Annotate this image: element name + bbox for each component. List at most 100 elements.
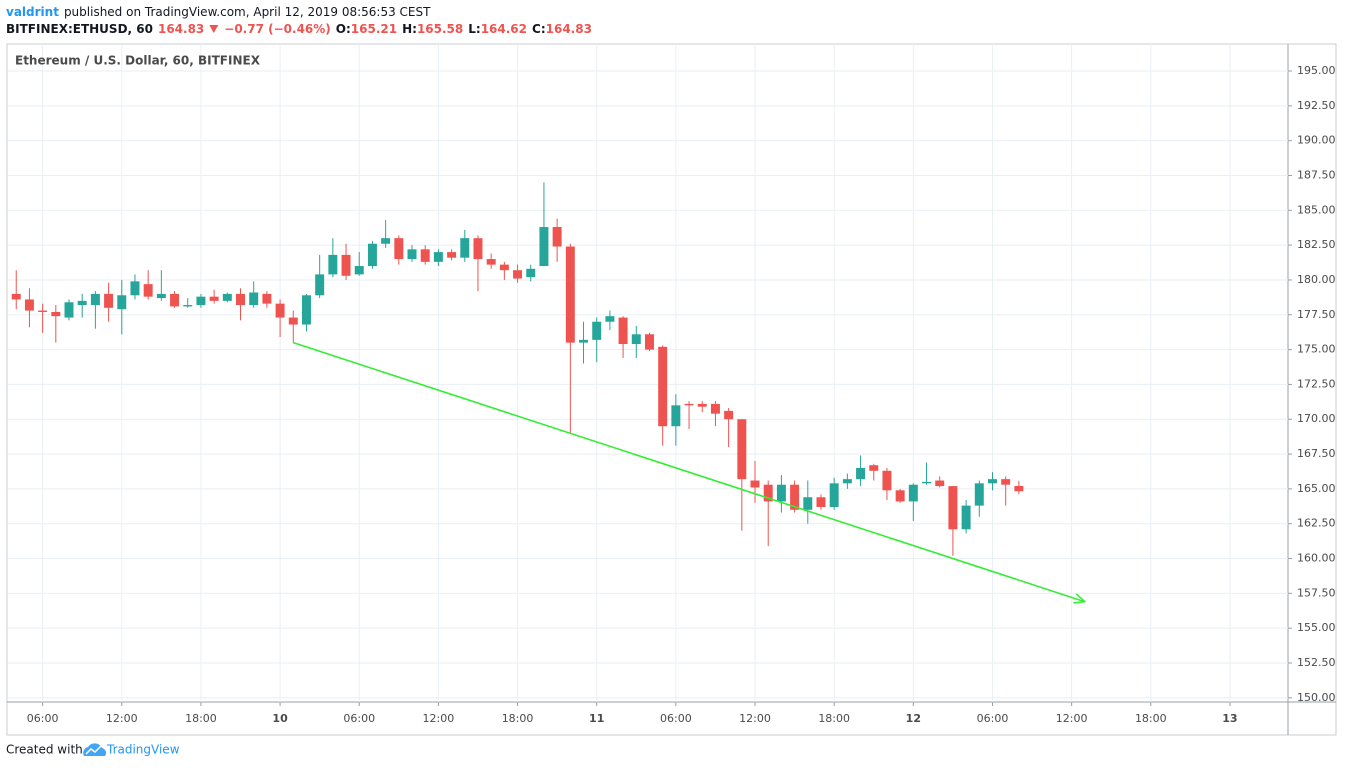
- x-tick-label: 12:00: [106, 712, 138, 725]
- ohlc-label: C:: [532, 22, 546, 36]
- candle-body: [341, 254, 351, 276]
- logo-line: [85, 745, 102, 755]
- publish-line: valdrint published on TradingView.com, Ap…: [6, 5, 431, 19]
- candle-body: [433, 252, 443, 262]
- ohlc-label: L:: [468, 22, 480, 36]
- ohlc-value: 164.83: [546, 22, 592, 36]
- y-tick-label: 157.50: [1297, 586, 1336, 599]
- tradingview-logo[interactable]: [83, 743, 107, 756]
- candle-body: [644, 334, 654, 350]
- x-tick-label: 18:00: [818, 712, 850, 725]
- candle-body: [130, 281, 140, 296]
- candle-body: [104, 293, 114, 308]
- candle-body: [170, 293, 180, 307]
- candle-body: [829, 483, 839, 507]
- footer-brand[interactable]: TradingView: [106, 743, 180, 757]
- candle-body: [77, 300, 87, 306]
- candle-body: [526, 268, 536, 278]
- candle-body: [499, 264, 509, 271]
- y-tick-label: 187.50: [1297, 168, 1336, 181]
- candle-body: [447, 252, 457, 258]
- y-tick-label: 182.50: [1297, 238, 1336, 251]
- y-tick-label: 185.00: [1297, 203, 1336, 216]
- candle-body: [367, 243, 377, 267]
- x-tick-label: 12:00: [1056, 712, 1088, 725]
- y-tick-label: 155.00: [1297, 621, 1336, 634]
- candle-body: [262, 293, 272, 304]
- candle-body: [988, 479, 997, 484]
- chart-title: Ethereum / U.S. Dollar, 60, BITFINEX: [15, 54, 261, 68]
- candle-body: [1001, 479, 1011, 485]
- candle-body: [486, 259, 496, 265]
- candle-body: [684, 403, 694, 406]
- candle-body: [24, 299, 34, 311]
- candle-body: [143, 284, 153, 297]
- candle-body: [658, 346, 668, 427]
- candle-body: [935, 480, 945, 487]
- candle-body: [11, 293, 21, 300]
- candle-body: [763, 484, 773, 502]
- candle-body: [473, 238, 483, 260]
- candle-body: [750, 480, 760, 488]
- candle-body: [196, 296, 206, 306]
- y-tick-label: 152.50: [1297, 656, 1336, 669]
- candle-body: [605, 316, 615, 322]
- ohlc-value: 164.62: [481, 22, 527, 36]
- y-tick-label: 177.50: [1297, 308, 1336, 321]
- candle-body: [183, 305, 193, 307]
- x-tick-label: 12: [906, 712, 921, 725]
- candle-body: [631, 334, 641, 345]
- y-tick-label: 160.00: [1297, 552, 1336, 565]
- candle-body: [64, 302, 74, 318]
- x-tick-label: 12:00: [739, 712, 771, 725]
- y-tick-label: 195.00: [1297, 64, 1336, 77]
- chart-frame: [6, 43, 1337, 736]
- candle-body: [407, 249, 417, 260]
- y-tick-label: 162.50: [1297, 517, 1336, 530]
- down-arrow-icon: [209, 25, 219, 33]
- candle-body: [710, 403, 720, 414]
- y-tick-label: 172.50: [1297, 377, 1336, 390]
- candle-body: [38, 310, 48, 312]
- candle-body: [90, 293, 100, 306]
- candle-body: [961, 505, 971, 530]
- candle-body: [974, 483, 984, 506]
- candle-body: [275, 303, 285, 318]
- candle-body: [381, 238, 391, 244]
- candle-body: [565, 246, 575, 343]
- candle-body: [671, 405, 681, 427]
- x-tick-label: 12:00: [423, 712, 455, 725]
- candle-body: [249, 292, 259, 306]
- y-tick-label: 167.50: [1297, 447, 1336, 460]
- y-tick-label: 180.00: [1297, 273, 1336, 286]
- candle-body: [354, 266, 364, 275]
- candle-body: [328, 254, 338, 275]
- ohlc-value: 165.58: [417, 22, 463, 36]
- y-tick-label: 150.00: [1297, 691, 1336, 704]
- candle-body: [539, 227, 549, 267]
- candle-body: [790, 484, 800, 510]
- last-price: 164.83: [158, 22, 204, 36]
- candle-body: [51, 311, 61, 317]
- candle-body: [737, 419, 747, 480]
- x-tick-label: 06:00: [343, 712, 375, 725]
- candle-body: [816, 497, 826, 507]
- candle-body: [803, 497, 813, 510]
- y-tick-label: 165.00: [1297, 482, 1336, 495]
- candle-body: [869, 465, 879, 471]
- x-tick-label: 10: [272, 712, 288, 725]
- candle-body: [222, 293, 232, 301]
- x-tick-label: 18:00: [502, 712, 534, 725]
- candle-body: [776, 484, 786, 502]
- candle-body: [842, 479, 852, 484]
- x-tick-label: 06:00: [977, 712, 1009, 725]
- candle-body: [592, 321, 602, 340]
- quote-line: BITFINEX:ETHUSD, 60 164.83 −0.77 (−0.46%) O…: [6, 22, 592, 36]
- candle-body: [1014, 485, 1024, 492]
- plot: [11, 182, 1085, 601]
- candle-body: [908, 484, 918, 502]
- grid: [7, 44, 1292, 706]
- author[interactable]: valdrint: [6, 5, 59, 19]
- y-tick-label: 175.00: [1297, 343, 1336, 356]
- candle-body: [948, 486, 958, 530]
